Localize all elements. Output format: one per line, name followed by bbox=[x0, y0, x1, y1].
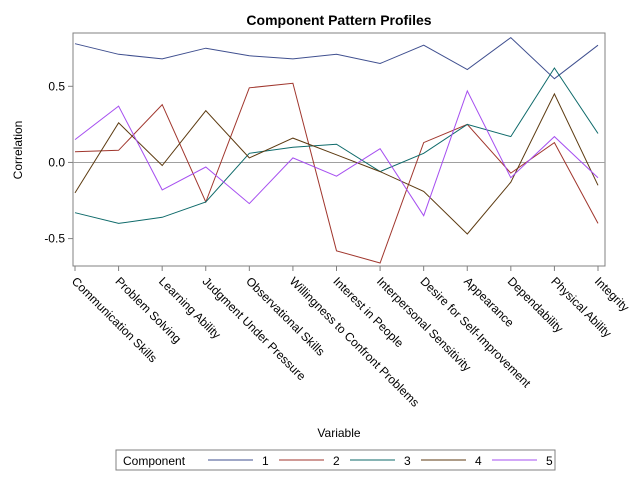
plot-frame bbox=[72, 32, 606, 267]
y-tick-label: 0.0 bbox=[48, 155, 65, 169]
series-line-4 bbox=[74, 92, 599, 235]
legend-title: Component bbox=[123, 454, 186, 468]
series-line-3 bbox=[74, 67, 599, 224]
chart-title: Component Pattern Profiles bbox=[246, 12, 431, 28]
y-tick-label: 0.5 bbox=[48, 79, 65, 93]
series-line-2 bbox=[74, 82, 599, 264]
x-tick-label: Communication Skills bbox=[69, 274, 160, 365]
y-tick-label: -0.5 bbox=[44, 232, 65, 246]
legend-label-5: 5 bbox=[546, 454, 553, 468]
series-layer bbox=[74, 36, 599, 264]
legend-frame bbox=[115, 449, 556, 471]
legend-label-1: 1 bbox=[262, 454, 269, 468]
x-tick-label: Integrity bbox=[592, 274, 632, 314]
y-axis-title: Correlation bbox=[11, 121, 25, 180]
series-line-5 bbox=[74, 89, 599, 217]
legend-items: 1 2 3 4 5 bbox=[208, 454, 553, 468]
legend-label-2: 2 bbox=[333, 454, 340, 468]
series-line-1 bbox=[74, 36, 599, 80]
x-tick-label: Observational Skills bbox=[243, 274, 327, 358]
legend: Component 1 2 3 4 5 bbox=[115, 449, 556, 471]
y-axis: -0.5 0.0 0.5 bbox=[44, 79, 73, 246]
x-axis-title: Variable bbox=[317, 426, 360, 440]
legend-label-3: 3 bbox=[404, 454, 411, 468]
legend-label-4: 4 bbox=[475, 454, 482, 468]
